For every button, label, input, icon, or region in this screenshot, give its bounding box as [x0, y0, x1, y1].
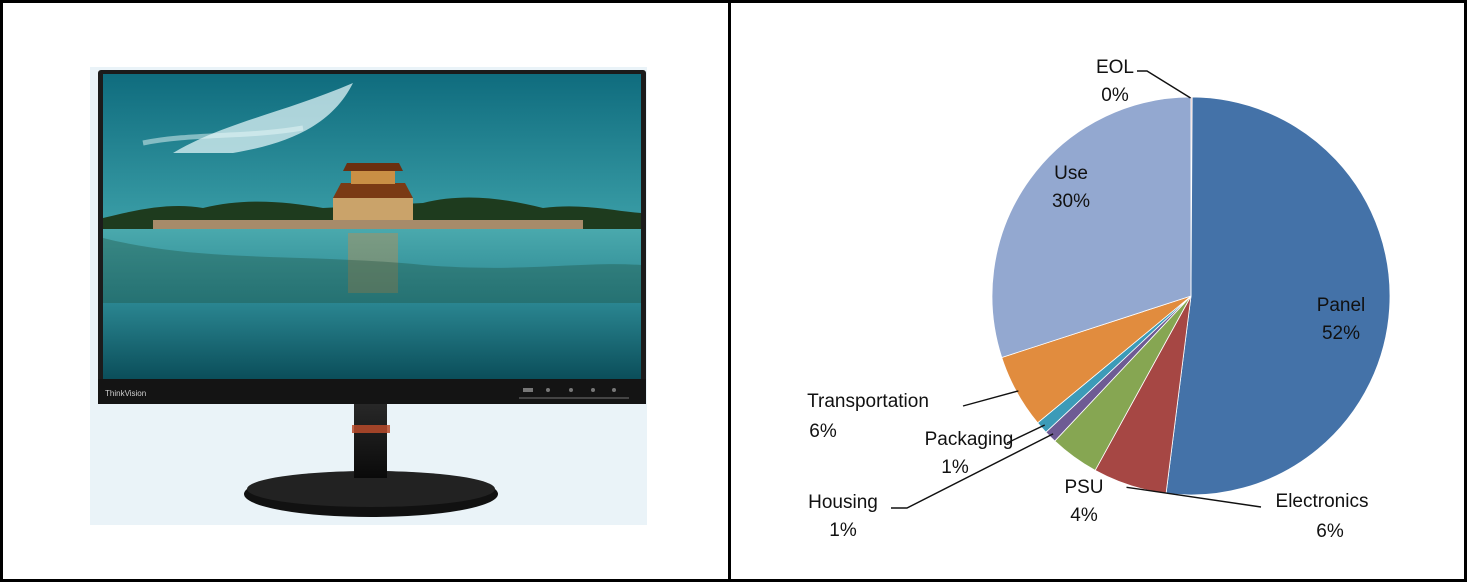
leader-line-transportation	[962, 390, 1019, 407]
monitor-stand	[354, 398, 387, 478]
leader-lines	[891, 70, 1262, 509]
label-use: Use 30%	[1052, 163, 1090, 212]
slice-labels: Panel52%Electronics6%PSU4%Housing1%Packa…	[807, 57, 1368, 542]
leader-line-packaging	[1006, 424, 1046, 444]
label-value-eol: 0%	[1101, 85, 1129, 106]
label-value-electronics: 6%	[1316, 521, 1344, 542]
label-eol: EOL 0%	[1096, 57, 1134, 106]
label-packaging: Packaging 1%	[925, 429, 1014, 478]
label-value-packaging: 1%	[941, 457, 969, 478]
label-psu: PSU 4%	[1064, 477, 1103, 526]
label-category-transportation: Transportation	[807, 391, 929, 412]
leader-line-eol	[1137, 70, 1191, 99]
label-category-panel: Panel	[1317, 295, 1366, 316]
pie-slice-use	[991, 96, 1192, 358]
label-category-psu: PSU	[1064, 477, 1103, 498]
label-value-use: 30%	[1052, 191, 1090, 212]
label-value-panel: 52%	[1322, 323, 1360, 344]
label-category-use: Use	[1054, 163, 1088, 184]
chart-panel: Panel 52% Electronics 6% PSU 4% Housing 1% Packa…	[728, 0, 1467, 582]
pie-slices	[991, 96, 1391, 496]
monitor-image: ThinkVision	[90, 67, 647, 525]
leader-line-electronics	[1126, 486, 1262, 508]
label-category-packaging: Packaging	[925, 429, 1014, 450]
label-panel: Panel 52%	[1317, 295, 1366, 344]
pie-chart: Panel52%Electronics6%PSU4%Housing1%Packa…	[807, 57, 1391, 542]
monitor-buttons	[523, 388, 616, 392]
leader-line-housing	[891, 433, 1054, 509]
label-electronics: Electronics 6%	[1276, 491, 1369, 542]
label-category-housing: Housing	[808, 492, 878, 513]
label-value-transportation: 6%	[809, 421, 837, 442]
label-value-housing: 1%	[829, 520, 857, 541]
label-transportation: Transportation 6%	[807, 391, 929, 442]
pie-slice-panel	[1165, 96, 1391, 496]
label-housing: Housing 1%	[808, 492, 878, 541]
monitor-image-panel: ThinkVision	[0, 0, 731, 582]
label-category-electronics: Electronics	[1276, 491, 1369, 512]
brand-logo-text: ThinkVision	[105, 389, 146, 398]
pie-slice-eol	[1190, 96, 1193, 297]
label-category-eol: EOL	[1096, 57, 1134, 78]
label-value-psu: 4%	[1070, 505, 1098, 526]
